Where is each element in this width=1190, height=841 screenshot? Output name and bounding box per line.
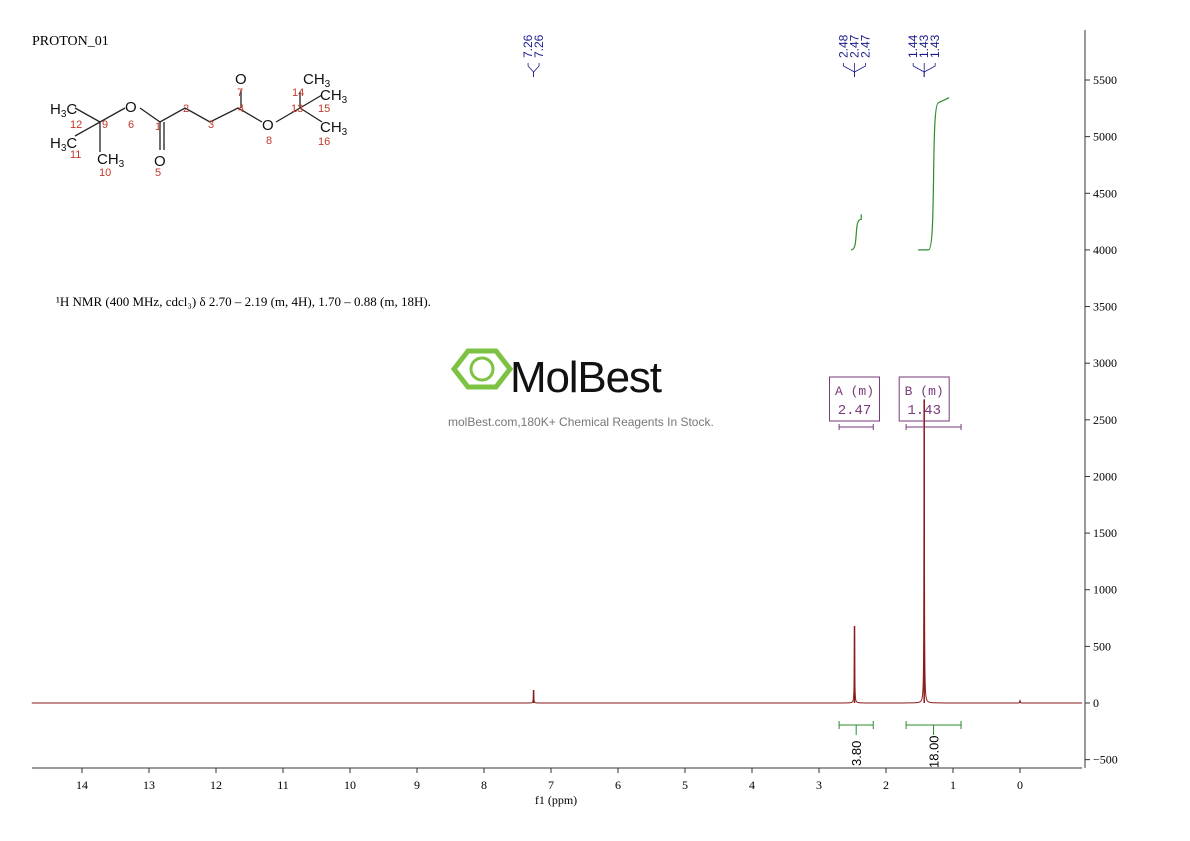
svg-text:O: O <box>154 153 166 170</box>
x-tick-label: 14 <box>76 778 88 792</box>
y-tick-label: 5500 <box>1093 73 1117 87</box>
peak-label-connector <box>527 63 534 77</box>
multiplet-label: B (m) <box>905 384 944 399</box>
peak-label: 2.48 <box>837 34 851 58</box>
svg-text:14: 14 <box>292 87 304 99</box>
svg-text:10: 10 <box>99 167 111 179</box>
x-tick-label: 11 <box>277 778 289 792</box>
multiplet-label: A (m) <box>835 384 874 399</box>
multiplet-range <box>838 424 874 430</box>
watermark-brand: MolBest <box>510 353 662 402</box>
y-tick-label: 1000 <box>1093 583 1117 597</box>
x-tick-label: 9 <box>414 778 420 792</box>
peak-label-connector <box>533 63 540 77</box>
svg-text:12: 12 <box>70 119 82 131</box>
y-tick-label: 3500 <box>1093 300 1117 314</box>
svg-text:13: 13 <box>291 103 303 115</box>
y-tick-label: −500 <box>1093 753 1118 767</box>
y-tick-label: 4500 <box>1093 186 1117 200</box>
x-axis-label: f1 (ppm) <box>535 793 577 807</box>
x-tick-label: 10 <box>344 778 356 792</box>
peak-label: 2.47 <box>848 34 862 58</box>
x-tick-label: 7 <box>548 778 554 792</box>
multiplet-box <box>829 376 881 422</box>
svg-text:4: 4 <box>238 103 244 115</box>
y-tick-label: 4000 <box>1093 243 1117 257</box>
x-tick-label: 3 <box>816 778 822 792</box>
x-tick-label: 5 <box>682 778 688 792</box>
svg-text:3: 3 <box>208 119 214 131</box>
peak-label: 1.43 <box>917 34 931 58</box>
molecule-structure: H3C H3C CH3 OO OO CH3 CH3 CH3 123 456 78… <box>50 71 348 179</box>
svg-text:CH3: CH3 <box>303 71 331 90</box>
svg-text:CH3: CH3 <box>320 87 348 106</box>
multiplet-box <box>898 376 950 422</box>
svg-text:11: 11 <box>70 149 81 161</box>
peak-label: 1.43 <box>928 34 942 58</box>
peak-label: 7.26 <box>521 34 535 58</box>
x-tick-label: 6 <box>615 778 621 792</box>
svg-text:CH3: CH3 <box>97 151 125 170</box>
watermark-logo: MolBest molBest.com,180K+ Chemical Reage… <box>448 348 714 429</box>
svg-text:5: 5 <box>155 167 161 179</box>
integral-value: 3.80 <box>849 741 864 766</box>
svg-text:8: 8 <box>266 135 272 147</box>
peak-label-connector <box>843 63 855 77</box>
peak-label-connector <box>912 63 925 77</box>
x-tick-label: 0 <box>1017 778 1023 792</box>
svg-text:O: O <box>125 99 137 116</box>
svg-text:1: 1 <box>155 121 161 133</box>
svg-text:9: 9 <box>102 119 108 131</box>
svg-text:H3C: H3C <box>50 135 77 154</box>
y-tick-label: 5000 <box>1093 130 1117 144</box>
y-tick-label: 2000 <box>1093 469 1117 483</box>
svg-text:O: O <box>235 71 247 88</box>
svg-text:H3C: H3C <box>50 101 77 120</box>
y-tick-label: 2500 <box>1093 413 1117 427</box>
peak-label-connector <box>923 63 936 77</box>
svg-text:15: 15 <box>318 103 330 115</box>
svg-text:2: 2 <box>183 103 189 115</box>
integral-range <box>838 721 874 735</box>
x-tick-label: 8 <box>481 778 487 792</box>
y-tick-label: 3000 <box>1093 356 1117 370</box>
svg-text:7: 7 <box>237 87 243 99</box>
peak-label: 2.47 <box>859 34 873 58</box>
multiplet-shift: 1.43 <box>907 403 941 419</box>
svg-text:6: 6 <box>128 119 134 131</box>
x-tick-label: 4 <box>749 778 755 792</box>
nmr-description: ¹H NMR (400 MHz, cdcl₃) δ 2.70 – 2.19 (m… <box>56 294 431 309</box>
x-tick-label: 1 <box>950 778 956 792</box>
x-tick-label: 2 <box>883 778 889 792</box>
x-tick-label: 12 <box>210 778 222 792</box>
integral-curve <box>850 214 862 251</box>
spectrum-title: PROTON_01 <box>32 34 109 49</box>
x-tick-label: 13 <box>143 778 155 792</box>
y-tick-label: 500 <box>1093 639 1111 653</box>
peak-label-connector <box>854 63 866 77</box>
integral-value: 18.00 <box>927 735 942 768</box>
peak-label: 1.44 <box>906 34 920 58</box>
multiplet-shift: 2.47 <box>838 403 872 419</box>
y-tick-label: 1500 <box>1093 526 1117 540</box>
svg-text:16: 16 <box>318 136 330 148</box>
multiplet-range <box>905 424 962 430</box>
svg-text:O: O <box>262 117 274 134</box>
watermark-tagline: molBest.com,180K+ Chemical Reagents In S… <box>448 415 714 429</box>
spectrum-line <box>31 399 1083 704</box>
y-tick-label: 0 <box>1093 696 1099 710</box>
integral-range <box>905 721 962 735</box>
svg-text:CH3: CH3 <box>320 119 348 138</box>
integral-curve <box>918 97 950 251</box>
peak-label: 7.26 <box>532 34 546 58</box>
